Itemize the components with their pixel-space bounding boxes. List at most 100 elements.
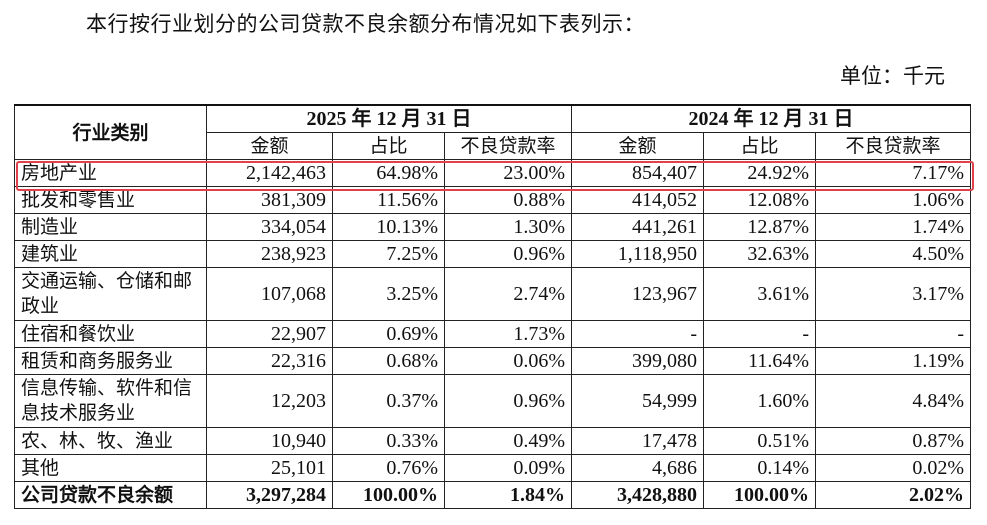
row-value-s25: 7.25% [332,240,445,268]
row-value-s24: 12.08% [703,186,817,214]
total-value-r24: 2.02% [815,481,972,509]
row-value-r25: 0.96% [443,240,573,268]
row-value-r24: 1.19% [815,347,972,375]
total-value-r25: 1.84% [443,481,573,509]
row-value-a24: 1,118,950 [571,240,705,268]
row-value-s24: 32.63% [703,240,817,268]
row-value-r25: 0.96% [443,374,573,428]
row-value-r25: 23.00% [443,159,573,187]
row-value-s25: 10.13% [332,213,445,241]
header-npl-ratio-2025: 不良贷款率 [443,132,573,160]
row-value-a24: 414,052 [571,186,705,214]
row-value-a24: 54,999 [571,374,705,428]
row-value-s25: 0.68% [332,347,445,375]
row-value-r25: 0.49% [443,427,573,455]
header-period-2024: 2024 年 12 月 31 日 [571,104,972,133]
row-value-a24: 399,080 [571,347,705,375]
row-value-r24: - [815,320,972,348]
table-row: 房地产业 2,142,463 64.98% 23.00% 854,407 24.92% 7.… [14,159,972,187]
total-value-a25: 3,297,284 [206,481,333,509]
row-value-a25: 22,316 [206,347,333,375]
row-value-a25: 381,309 [206,186,333,214]
total-value-s24: 100.00% [703,481,817,509]
row-value-r25: 0.88% [443,186,573,214]
row-value-r25: 2.74% [443,267,573,321]
row-value-r25: 1.30% [443,213,573,241]
row-value-s24: 12.87% [703,213,817,241]
row-value-s25: 64.98% [332,159,445,187]
row-value-s25: 11.56% [332,186,445,214]
row-value-r24: 0.02% [815,454,972,482]
row-value-a24: 441,261 [571,213,705,241]
row-value-r25: 0.09% [443,454,573,482]
row-category: 住宿和餐饮业 [14,320,207,348]
row-value-s24: 3.61% [703,267,817,321]
row-value-s25: 0.76% [332,454,445,482]
header-share-2024: 占比 [703,132,817,160]
row-value-a24: 17,478 [571,427,705,455]
table-row: 信息传输、软件和信息技术服务业 12,203 0.37% 0.96% 54,999 1.6… [14,374,972,428]
row-value-s24: - [703,320,817,348]
row-value-s25: 0.69% [332,320,445,348]
total-row: 公司贷款不良余额 3,297,284 100.00% 1.84% 3,428,880 10… [14,481,972,509]
unit-label: 单位：千元 [840,64,945,88]
row-value-a25: 238,923 [206,240,333,268]
row-category: 房地产业 [14,159,207,187]
row-value-r24: 4.84% [815,374,972,428]
total-value-s25: 100.00% [332,481,445,509]
table-row: 租赁和商务服务业 22,316 0.68% 0.06% 399,080 11.64% 1.1… [14,347,972,375]
row-value-s24: 0.14% [703,454,817,482]
row-value-r24: 3.17% [815,267,972,321]
row-value-s24: 24.92% [703,159,817,187]
header-amount-2025: 金额 [206,132,333,160]
row-value-r24: 1.74% [815,213,972,241]
row-category: 交通运输、仓储和邮政业 [14,267,207,321]
row-value-a24: - [571,320,705,348]
header-category: 行业类别 [14,104,207,160]
row-value-r24: 1.06% [815,186,972,214]
intro-text: 本行按行业划分的公司贷款不良余额分布情况如下表列示： [86,12,645,36]
row-value-s25: 0.33% [332,427,445,455]
row-value-r24: 0.87% [815,427,972,455]
row-value-r24: 7.17% [815,159,972,187]
table-row: 交通运输、仓储和邮政业 107,068 3.25% 2.74% 123,967 3.61%… [14,267,972,321]
row-value-a25: 25,101 [206,454,333,482]
row-category: 批发和零售业 [14,186,207,214]
row-value-a25: 2,142,463 [206,159,333,187]
row-value-r25: 0.06% [443,347,573,375]
row-category: 租赁和商务服务业 [14,347,207,375]
row-value-a24: 4,686 [571,454,705,482]
row-value-s24: 11.64% [703,347,817,375]
row-value-a25: 107,068 [206,267,333,321]
row-value-s25: 0.37% [332,374,445,428]
row-category: 建筑业 [14,240,207,268]
row-value-r24: 4.50% [815,240,972,268]
table-row: 住宿和餐饮业 22,907 0.69% 1.73% - - - [14,320,972,348]
row-value-a25: 22,907 [206,320,333,348]
npl-distribution-table: 行业类别 2025 年 12 月 31 日 2024 年 12 月 31 日 金… [14,104,972,509]
total-value-a24: 3,428,880 [571,481,705,509]
row-value-a25: 334,054 [206,213,333,241]
row-value-s24: 1.60% [703,374,817,428]
row-value-r25: 1.73% [443,320,573,348]
row-value-s24: 0.51% [703,427,817,455]
table-row: 建筑业 238,923 7.25% 0.96% 1,118,950 32.63% 4.50% [14,240,972,268]
row-value-a24: 123,967 [571,267,705,321]
row-value-a24: 854,407 [571,159,705,187]
table-row: 制造业 334,054 10.13% 1.30% 441,261 12.87% 1.74% [14,213,972,241]
row-value-a25: 12,203 [206,374,333,428]
header-share-2025: 占比 [332,132,445,160]
table-row: 农、林、牧、渔业 10,940 0.33% 0.49% 17,478 0.51% 0.87% [14,427,972,455]
header-npl-ratio-2024: 不良贷款率 [815,132,972,160]
table-row: 批发和零售业 381,309 11.56% 0.88% 414,052 12.08% 1.0… [14,186,972,214]
row-value-a25: 10,940 [206,427,333,455]
table-row: 其他 25,101 0.76% 0.09% 4,686 0.14% 0.02% [14,454,972,482]
row-value-s25: 3.25% [332,267,445,321]
row-category: 农、林、牧、渔业 [14,427,207,455]
header-amount-2024: 金额 [571,132,705,160]
header-period-2025: 2025 年 12 月 31 日 [205,104,573,133]
row-category: 制造业 [14,213,207,241]
row-category: 其他 [14,454,207,482]
total-category: 公司贷款不良余额 [14,481,207,509]
row-category: 信息传输、软件和信息技术服务业 [14,374,207,428]
